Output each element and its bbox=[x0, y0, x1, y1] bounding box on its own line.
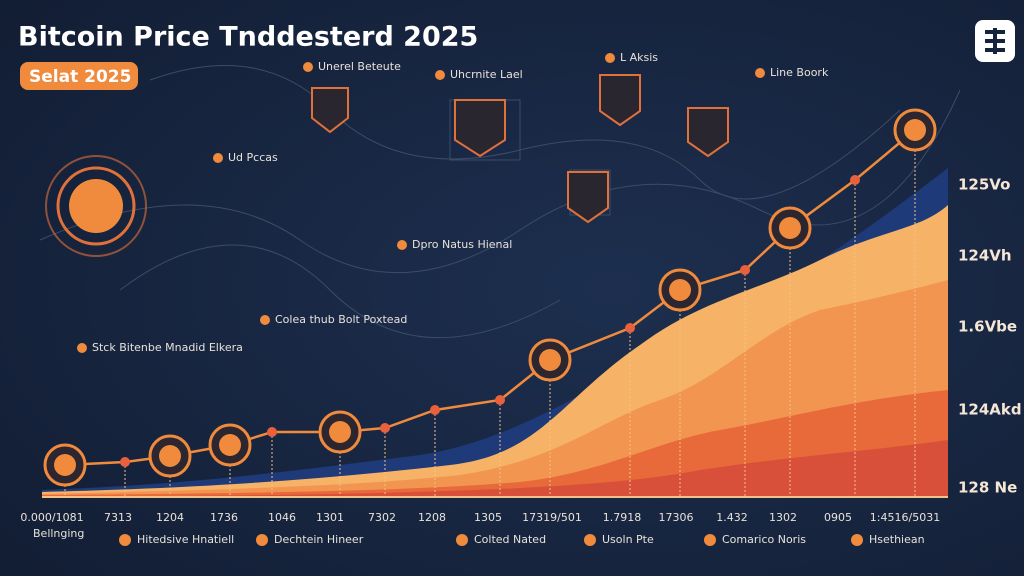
node-core bbox=[159, 445, 181, 467]
x-label: 1:4516/5031 bbox=[870, 511, 940, 524]
x-label: 1301 bbox=[316, 511, 344, 524]
x-label: 1.7918 bbox=[603, 511, 642, 524]
node-dot bbox=[495, 395, 505, 405]
nodes bbox=[43, 108, 937, 497]
x-label: 1302 bbox=[769, 511, 797, 524]
y-label: 124Akd bbox=[958, 401, 1022, 419]
annotation: Dpro Natus Hienal bbox=[412, 238, 512, 251]
badge bbox=[20, 62, 138, 90]
bitcoin-emblem bbox=[45, 155, 147, 257]
x-caption: Bellnging bbox=[33, 527, 84, 540]
node-core bbox=[54, 454, 76, 476]
legend-label: Colted Nated bbox=[474, 533, 546, 546]
legend-dot bbox=[256, 534, 268, 546]
x-label: 1.432 bbox=[716, 511, 748, 524]
legend-dot bbox=[851, 534, 863, 546]
node-dot bbox=[120, 457, 130, 467]
x-label: 7302 bbox=[368, 511, 396, 524]
node-dot bbox=[850, 175, 860, 185]
title: Bitcoin Price Tnddesterd 2025 bbox=[18, 22, 478, 53]
annotation-dot bbox=[435, 70, 445, 80]
shields bbox=[311, 74, 729, 224]
node-core bbox=[669, 279, 691, 301]
node-dot bbox=[267, 427, 277, 437]
annotation: Uhcrnite Lael bbox=[450, 68, 523, 81]
x-label: 1305 bbox=[474, 511, 502, 524]
x-label: 7313 bbox=[104, 511, 132, 524]
y-label: 125Vo bbox=[958, 176, 1010, 194]
node-core bbox=[539, 349, 561, 371]
annotation: Ud Pccas bbox=[228, 151, 278, 164]
y-label: 128 Ne bbox=[958, 479, 1017, 497]
node-dot bbox=[430, 405, 440, 415]
legend-label: Comarico Noris bbox=[722, 533, 806, 546]
x-label: 0.000/1081 bbox=[20, 511, 83, 524]
legend-label: Usoln Pte bbox=[602, 533, 654, 546]
legend-dot bbox=[456, 534, 468, 546]
legend-label: Hsethiean bbox=[869, 533, 925, 546]
annotation: Colea thub Bolt Poxtead bbox=[275, 313, 407, 326]
trend-line bbox=[64, 129, 916, 467]
annotation: L Aksis bbox=[620, 51, 658, 64]
area-red bbox=[42, 440, 948, 497]
node-core bbox=[904, 119, 926, 141]
node-dot bbox=[625, 323, 635, 333]
y-label: 124Vh bbox=[958, 247, 1012, 265]
node-dot bbox=[740, 265, 750, 275]
node-dot bbox=[380, 423, 390, 433]
legend-label: Dechtein Hineer bbox=[274, 533, 364, 546]
annotation: Line Boork bbox=[770, 66, 829, 79]
legend-dot bbox=[704, 534, 716, 546]
node-core bbox=[329, 421, 351, 443]
x-label: 17319/501 bbox=[522, 511, 582, 524]
x-label: 1046 bbox=[268, 511, 296, 524]
legend-dot bbox=[119, 534, 131, 546]
x-label: 0905 bbox=[824, 511, 852, 524]
x-label: 1208 bbox=[418, 511, 446, 524]
annotation-dot bbox=[77, 343, 87, 353]
x-label: 17306 bbox=[659, 511, 694, 524]
annotation-dot bbox=[213, 153, 223, 163]
logo-mark bbox=[985, 28, 1005, 54]
decor-lines bbox=[39, 65, 961, 339]
node-core bbox=[779, 217, 801, 239]
legend-label: Hitedsive Hnatiell bbox=[137, 533, 234, 546]
x-label: 1204 bbox=[156, 511, 184, 524]
legend-dot bbox=[584, 534, 596, 546]
badge-text: Selat 2025 bbox=[29, 67, 131, 87]
annotation-dot bbox=[605, 53, 615, 63]
node-core bbox=[219, 434, 241, 456]
x-label: 1736 bbox=[210, 511, 238, 524]
annotation-dot bbox=[303, 62, 313, 72]
y-label: 1.6Vbe bbox=[958, 318, 1017, 336]
annotation-dot bbox=[260, 315, 270, 325]
annotation-dot bbox=[397, 240, 407, 250]
annotation: Stck Bitenbe Mnadid Elkera bbox=[92, 341, 243, 354]
annotation-dot bbox=[755, 68, 765, 78]
annotation: Unerel Beteute bbox=[318, 60, 401, 73]
